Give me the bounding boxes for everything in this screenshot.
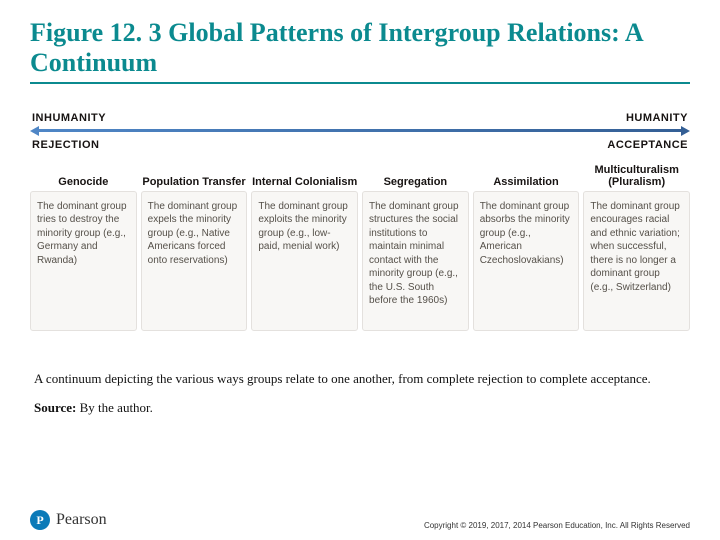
continuum-arrow [30, 127, 690, 135]
page-title: Figure 12. 3 Global Patterns of Intergro… [30, 18, 690, 84]
column-genocide: Genocide The dominant group tries to des… [30, 161, 137, 331]
axis-top-labels: INHUMANITY HUMANITY [30, 112, 690, 124]
figure-source: Source: By the author. [30, 400, 690, 416]
footer: Pearson Copyright © 2019, 2017, 2014 Pea… [30, 510, 690, 530]
columns-container: Genocide The dominant group tries to des… [30, 161, 690, 331]
column-internal-colonialism: Internal Colonialism The dominant group … [251, 161, 358, 331]
column-header: Segregation [362, 161, 469, 191]
source-text: By the author. [76, 400, 153, 415]
axis-bottom-labels: REJECTION ACCEPTANCE [30, 139, 690, 151]
column-body: The dominant group tries to destroy the … [30, 191, 137, 331]
copyright-text: Copyright © 2019, 2017, 2014 Pearson Edu… [424, 521, 690, 530]
pearson-logo-text: Pearson [56, 511, 107, 529]
continuum-diagram: INHUMANITY HUMANITY REJECTION ACCEPTANCE… [30, 112, 690, 331]
column-multiculturalism: Multiculturalism (Pluralism) The dominan… [583, 161, 690, 331]
column-body: The dominant group absorbs the minority … [473, 191, 580, 331]
pearson-logo-icon [30, 510, 50, 530]
column-header: Population Transfer [141, 161, 248, 191]
axis-label-rejection: REJECTION [32, 139, 99, 151]
column-population-transfer: Population Transfer The dominant group e… [141, 161, 248, 331]
column-body: The dominant group expels the minority g… [141, 191, 248, 331]
column-header: Genocide [30, 161, 137, 191]
column-header: Multiculturalism (Pluralism) [583, 161, 690, 191]
axis-label-inhumanity: INHUMANITY [32, 112, 106, 124]
column-header: Internal Colonialism [251, 161, 358, 191]
column-header: Assimilation [473, 161, 580, 191]
pearson-logo: Pearson [30, 510, 107, 530]
axis-label-acceptance: ACCEPTANCE [607, 139, 688, 151]
column-segregation: Segregation The dominant group structure… [362, 161, 469, 331]
arrow-head-right-icon [681, 126, 690, 136]
arrow-head-left-icon [30, 126, 39, 136]
column-body: The dominant group encourages racial and… [583, 191, 690, 331]
source-label: Source: [34, 400, 76, 415]
column-body: The dominant group exploits the minority… [251, 191, 358, 331]
figure-caption: A continuum depicting the various ways g… [30, 371, 690, 388]
column-body: The dominant group structures the social… [362, 191, 469, 331]
axis-label-humanity: HUMANITY [626, 112, 688, 124]
column-assimilation: Assimilation The dominant group absorbs … [473, 161, 580, 331]
arrow-line [39, 129, 681, 132]
